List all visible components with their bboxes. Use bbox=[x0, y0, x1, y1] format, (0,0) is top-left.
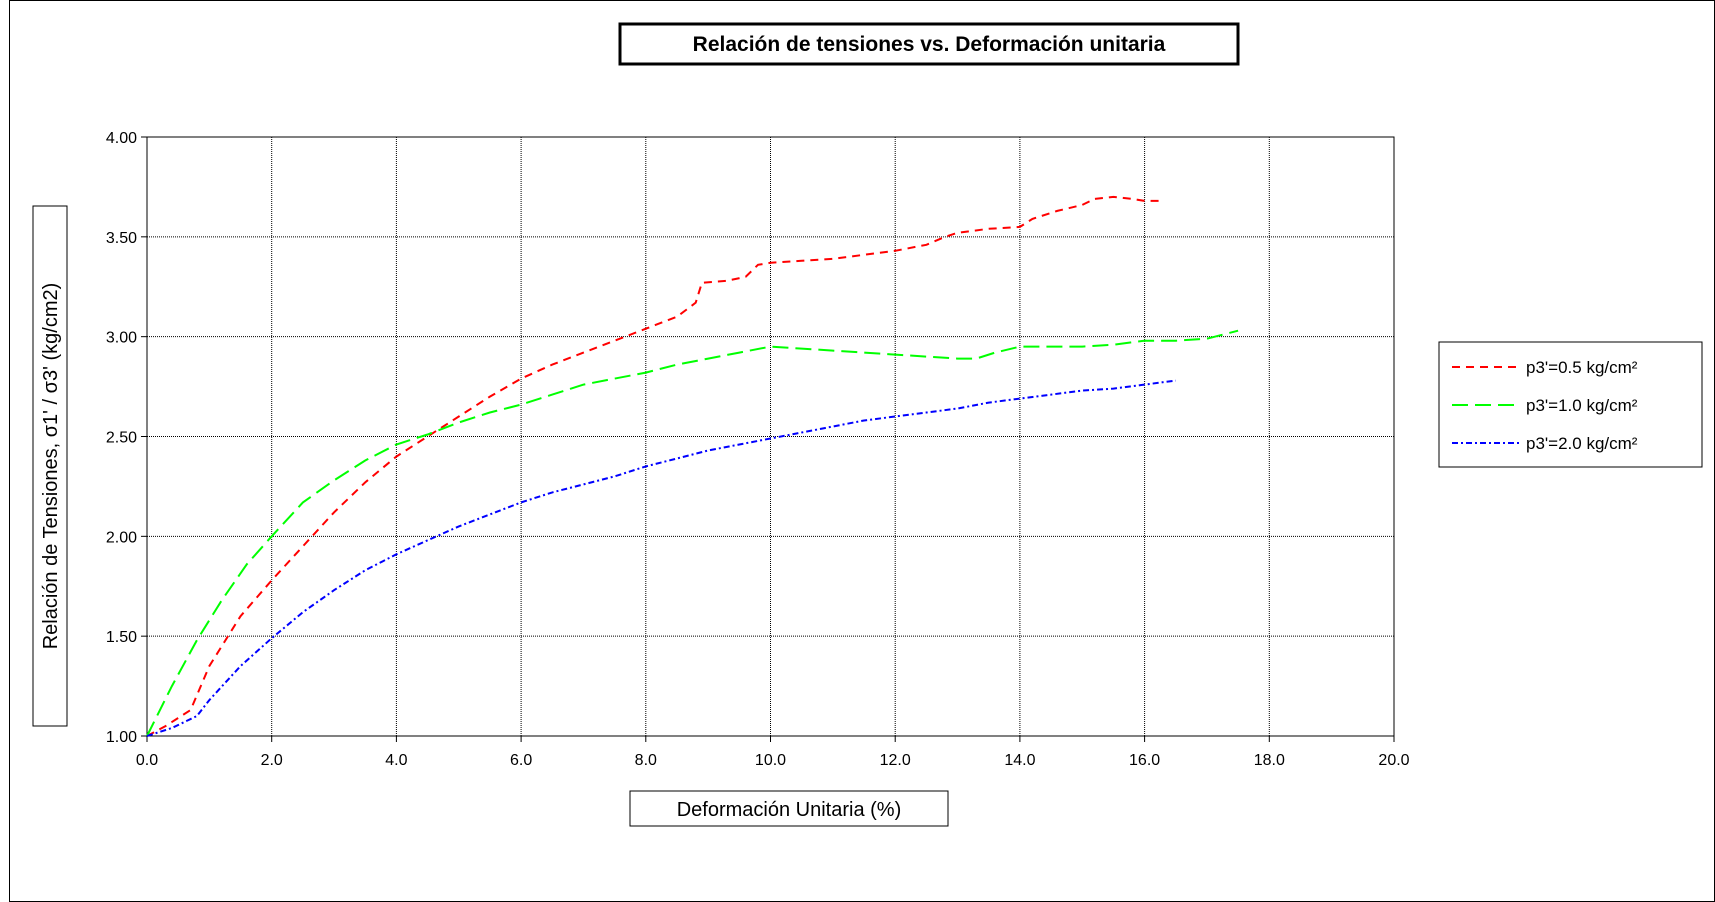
y-tick-label: 2.00 bbox=[106, 529, 137, 546]
series-lines bbox=[146, 195, 1239, 737]
x-tick-label: 6.0 bbox=[510, 752, 532, 769]
legend-label-3: p3'=2.0 kg/cm² bbox=[1526, 434, 1638, 453]
legend-label-1: p3'=0.5 kg/cm² bbox=[1526, 358, 1638, 377]
chart-title: Relación de tensiones vs. Deformación un… bbox=[693, 33, 1166, 56]
x-axis-label-box: Deformación Unitaria (%) bbox=[629, 790, 949, 827]
legend: p3'=0.5 kg/cm² p3'=1.0 kg/cm² p3'=2.0 kg/c… bbox=[1438, 341, 1703, 468]
x-tick-label: 18.0 bbox=[1254, 752, 1285, 769]
x-tick-label: 4.0 bbox=[385, 752, 407, 769]
x-axis-label: Deformación Unitaria (%) bbox=[677, 799, 902, 821]
x-tick-label: 14.0 bbox=[1004, 752, 1035, 769]
y-tick-label: 2.50 bbox=[106, 430, 137, 447]
y-tick-label: 1.50 bbox=[106, 629, 137, 646]
y-tick-label: 3.00 bbox=[106, 330, 137, 347]
x-tick-label: 8.0 bbox=[635, 752, 657, 769]
y-tick-label: 3.50 bbox=[106, 230, 137, 247]
legend-items: p3'=0.5 kg/cm² p3'=1.0 kg/cm² p3'=2.0 kg/c… bbox=[1452, 358, 1638, 453]
x-tick-label: 10.0 bbox=[755, 752, 786, 769]
y-axis-label: Relación de Tensiones, σ1' / σ3' (kg/cm2… bbox=[40, 283, 62, 650]
x-axis-ticks: 0.0 2.0 4.0 6.0 8.0 10.0 12.0 14.0 16.0 18.0 20.0 bbox=[136, 736, 1410, 769]
x-tick-label: 20.0 bbox=[1378, 752, 1409, 769]
chart-title-background bbox=[618, 22, 1240, 66]
series-line-3 bbox=[146, 379, 1176, 737]
x-tick-label: 2.0 bbox=[261, 752, 283, 769]
y-axis-label-background bbox=[32, 205, 68, 727]
series-line-2 bbox=[146, 329, 1239, 737]
plot-area bbox=[146, 136, 1395, 737]
y-axis-ticks: 1.00 1.50 2.00 2.50 3.00 3.50 4.00 bbox=[106, 130, 147, 746]
x-tick-label: 16.0 bbox=[1129, 752, 1160, 769]
legend-label-2: p3'=1.0 kg/cm² bbox=[1526, 396, 1638, 415]
y-tick-label: 1.00 bbox=[106, 729, 137, 746]
chart-title-box: Relación de tensiones vs. Deformación un… bbox=[618, 22, 1240, 66]
y-tick-label: 4.00 bbox=[106, 130, 137, 147]
x-tick-label: 0.0 bbox=[136, 752, 158, 769]
x-tick-label: 12.0 bbox=[880, 752, 911, 769]
x-axis-label-background bbox=[629, 790, 949, 827]
y-axis-label-box: Relación de Tensiones, σ1' / σ3' (kg/cm2… bbox=[32, 205, 68, 727]
